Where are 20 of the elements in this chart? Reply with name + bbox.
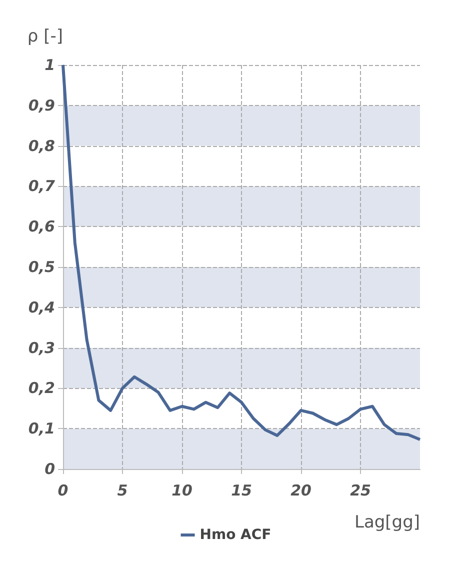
x-tick-label: 15 [231, 482, 252, 500]
y-tick-label: 0,2 [28, 379, 55, 398]
x-axis-title: Lag[gg] [354, 512, 420, 532]
y-axis-title: ρ [-] [27, 26, 63, 46]
y-tick-label: 0,5 [28, 258, 55, 276]
x-tick-label: 0 [58, 482, 68, 500]
y-tick-label: 0,6 [28, 218, 55, 236]
x-tick-label: 25 [350, 482, 371, 500]
y-tick-label: 0,1 [28, 420, 55, 438]
y-tick-label: 1 [44, 56, 55, 74]
x-tick-label: 5 [117, 482, 128, 500]
y-tick-label: 0,7 [28, 177, 56, 196]
y-tick-label: 0,3 [28, 338, 55, 357]
y-tick-label: 0,8 [28, 136, 55, 155]
y-tick-label: 0,4 [28, 298, 55, 316]
y-tick-label: 0,9 [28, 96, 55, 114]
y-tick-label: 0 [44, 460, 55, 478]
x-tick-label: 10 [172, 482, 192, 500]
x-tick-label: 20 [290, 482, 312, 500]
legend-label: Hmo ACF [200, 527, 272, 543]
